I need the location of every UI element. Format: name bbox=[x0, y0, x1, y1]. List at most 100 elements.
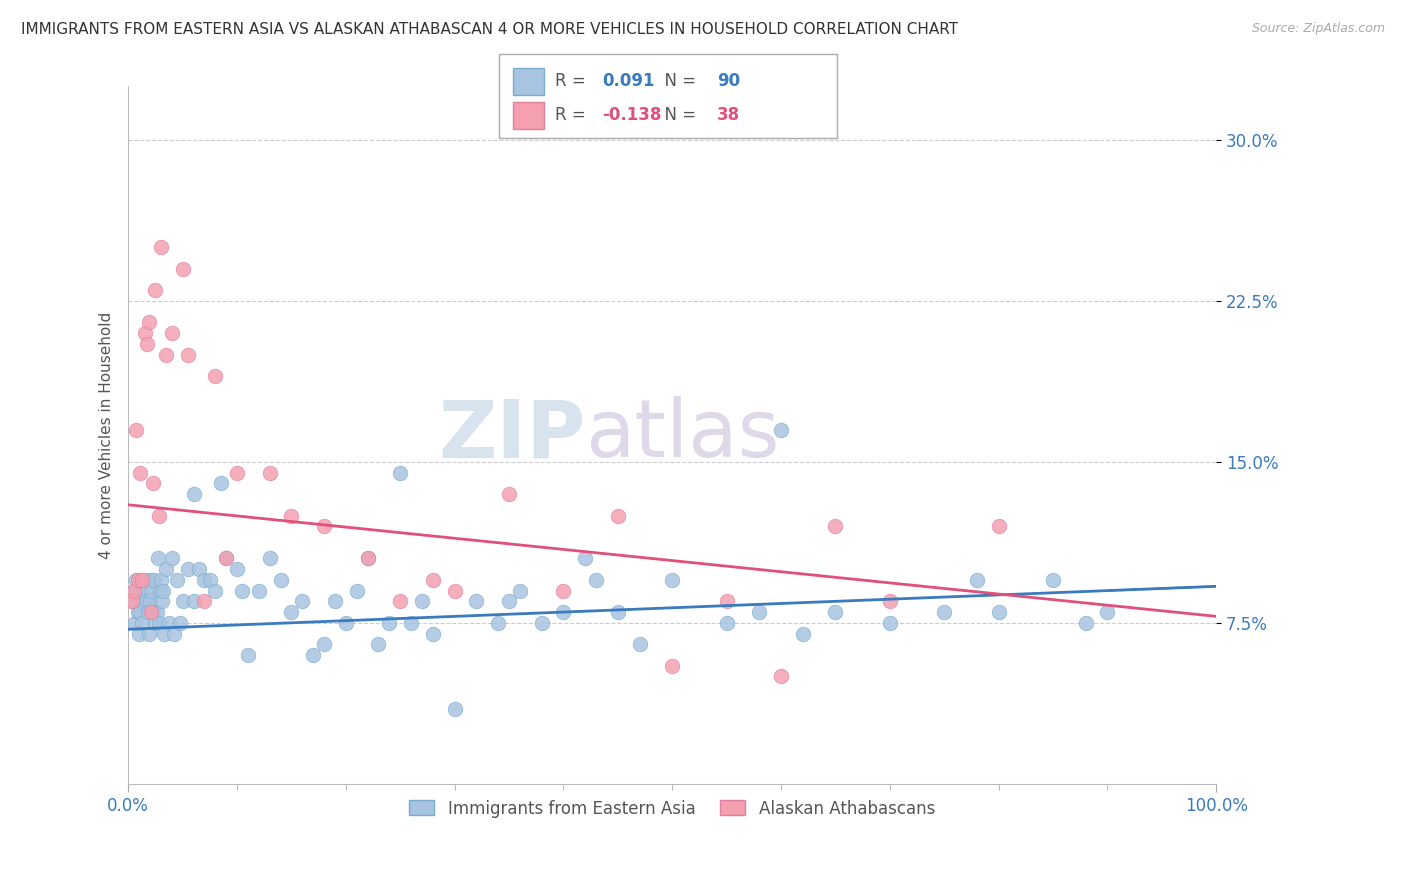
Point bbox=[188, 562, 211, 576]
Point bbox=[125, 583, 148, 598]
Point bbox=[155, 562, 177, 576]
Point bbox=[152, 583, 174, 598]
Point bbox=[378, 615, 401, 630]
Text: N =: N = bbox=[654, 106, 702, 124]
Point bbox=[346, 583, 368, 598]
Point bbox=[879, 615, 901, 630]
Point bbox=[259, 466, 281, 480]
Point bbox=[142, 605, 165, 619]
Point bbox=[143, 573, 166, 587]
Point bbox=[146, 551, 169, 566]
Point bbox=[291, 594, 314, 608]
Point bbox=[231, 583, 253, 598]
Point bbox=[389, 466, 412, 480]
Point bbox=[335, 615, 357, 630]
Point bbox=[259, 551, 281, 566]
Point bbox=[1074, 615, 1097, 630]
Point bbox=[172, 594, 194, 608]
Point bbox=[209, 476, 232, 491]
Point bbox=[465, 594, 488, 608]
Point bbox=[934, 605, 956, 619]
Point bbox=[138, 626, 160, 640]
Point bbox=[509, 583, 531, 598]
Point bbox=[138, 315, 160, 329]
Point bbox=[247, 583, 270, 598]
Point bbox=[135, 573, 157, 587]
Point bbox=[129, 605, 152, 619]
Point bbox=[824, 519, 846, 533]
Point bbox=[987, 519, 1010, 533]
Point bbox=[215, 551, 238, 566]
Point bbox=[148, 615, 170, 630]
Point bbox=[422, 626, 444, 640]
Point bbox=[135, 594, 157, 608]
Point bbox=[204, 583, 226, 598]
Legend: Immigrants from Eastern Asia, Alaskan Athabascans: Immigrants from Eastern Asia, Alaskan At… bbox=[402, 793, 942, 824]
Point bbox=[356, 551, 378, 566]
Point bbox=[226, 562, 249, 576]
Y-axis label: 4 or more Vehicles in Household: 4 or more Vehicles in Household bbox=[100, 311, 114, 558]
Point bbox=[127, 605, 149, 619]
Point bbox=[132, 594, 155, 608]
Point bbox=[142, 476, 165, 491]
Point bbox=[553, 605, 575, 619]
Point bbox=[312, 637, 335, 651]
Text: N =: N = bbox=[654, 72, 702, 90]
Point bbox=[215, 551, 238, 566]
Point bbox=[121, 594, 143, 608]
Point bbox=[270, 573, 292, 587]
Point bbox=[606, 605, 628, 619]
Text: ZIP: ZIP bbox=[437, 396, 585, 474]
Text: R =: R = bbox=[555, 106, 592, 124]
Point bbox=[204, 369, 226, 384]
Point bbox=[498, 594, 520, 608]
Point bbox=[280, 508, 302, 523]
Point bbox=[172, 261, 194, 276]
Point bbox=[129, 466, 152, 480]
Point bbox=[139, 573, 162, 587]
Point bbox=[422, 573, 444, 587]
Point bbox=[574, 551, 596, 566]
Point bbox=[302, 648, 325, 662]
Point bbox=[226, 466, 249, 480]
Point bbox=[139, 605, 162, 619]
Point bbox=[150, 594, 173, 608]
Point bbox=[125, 423, 148, 437]
Point bbox=[748, 605, 770, 619]
Point bbox=[155, 348, 177, 362]
Point bbox=[122, 583, 145, 598]
Point bbox=[606, 508, 628, 523]
Point bbox=[1042, 573, 1064, 587]
Point bbox=[530, 615, 553, 630]
Point bbox=[163, 626, 186, 640]
Point bbox=[323, 594, 346, 608]
Point bbox=[716, 615, 738, 630]
Point bbox=[153, 626, 176, 640]
Point bbox=[661, 658, 683, 673]
Text: atlas: atlas bbox=[585, 396, 779, 474]
Text: 38: 38 bbox=[717, 106, 740, 124]
Point bbox=[148, 508, 170, 523]
Point bbox=[177, 348, 200, 362]
Point bbox=[356, 551, 378, 566]
Point bbox=[198, 573, 221, 587]
Point bbox=[966, 573, 988, 587]
Point bbox=[443, 583, 465, 598]
Text: Source: ZipAtlas.com: Source: ZipAtlas.com bbox=[1251, 22, 1385, 36]
Text: R =: R = bbox=[555, 72, 592, 90]
Point bbox=[121, 594, 143, 608]
Point bbox=[149, 583, 172, 598]
Point bbox=[1097, 605, 1119, 619]
Point bbox=[183, 487, 205, 501]
Point bbox=[411, 594, 433, 608]
Point bbox=[145, 615, 167, 630]
Point bbox=[716, 594, 738, 608]
Point bbox=[443, 701, 465, 715]
Point bbox=[124, 615, 146, 630]
Point bbox=[131, 573, 153, 587]
Point bbox=[160, 326, 183, 340]
Point bbox=[131, 615, 153, 630]
Point bbox=[769, 669, 792, 683]
Point bbox=[149, 573, 172, 587]
Point bbox=[141, 583, 163, 598]
